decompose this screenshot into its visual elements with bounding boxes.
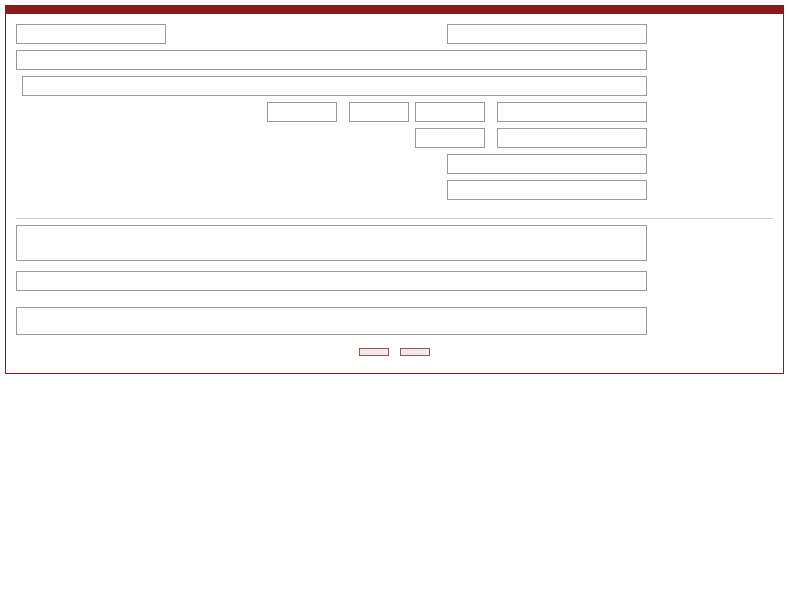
price-validity-date (497, 128, 647, 148)
buyer-org-value (16, 50, 647, 70)
separator (16, 218, 773, 219)
response-deadline-time (415, 102, 485, 122)
requester-value (22, 76, 647, 96)
response-days-value (349, 102, 409, 122)
print-button[interactable] (400, 348, 430, 356)
buyer-notes-value (16, 307, 647, 335)
panel-title (6, 6, 783, 14)
response-deadline-date (497, 102, 647, 122)
back-button[interactable] (359, 348, 389, 356)
general-desc-value (16, 225, 647, 261)
delivery-city-value (447, 180, 647, 200)
response-countdown (267, 102, 337, 122)
details-panel (5, 5, 784, 374)
announce-date-value (16, 24, 166, 44)
need-number-value (447, 24, 647, 44)
item-group-value (16, 271, 647, 291)
delivery-province-value (447, 154, 647, 174)
price-validity-time (415, 128, 485, 148)
